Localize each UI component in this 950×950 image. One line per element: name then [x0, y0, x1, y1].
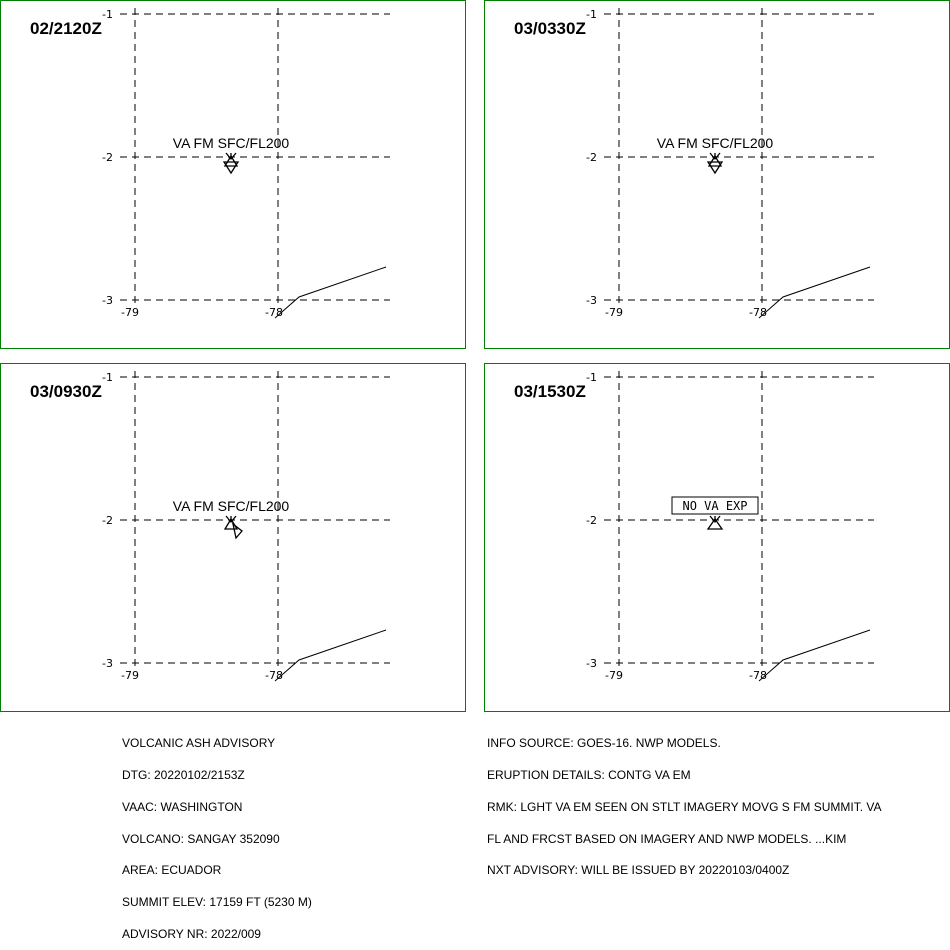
panel-time: 02/2120Z: [30, 19, 102, 38]
map-panel-1-canvas: -1 -2 -3 -79 -78 02/2120Z VA FM SFC/FL20…: [0, 0, 466, 349]
advisory-eruption-details: ERUPTION DETAILS: CONTG VA EM: [487, 767, 691, 782]
advisory-right-block: INFO SOURCE: GOES-16. NWP MODELS. ERUPTI…: [487, 717, 882, 887]
lat-label-1: -1: [586, 8, 597, 21]
map-panel-3: -1 -2 -3 -79 -78 03/0930Z VA FM SFC/FL20…: [0, 363, 466, 712]
advisory-vaac: VAAC: WASHINGTON: [122, 799, 243, 814]
lon-label-1: -79: [121, 669, 139, 682]
lon-label-2: -78: [265, 669, 283, 682]
panel-time: 03/0930Z: [30, 382, 102, 401]
advisory-number: ADVISORY NR: 2022/009: [122, 926, 261, 941]
lon-label-2: -78: [265, 306, 283, 319]
map-panel-1: -1 -2 -3 -79 -78 02/2120Z VA FM SFC/FL20…: [0, 0, 466, 349]
volcano-triangle-icon: [223, 154, 239, 167]
coastline: [758, 266, 871, 319]
map-panel-4-canvas: -1 -2 -3 -79 -78 03/1530Z NO VA EXP: [484, 363, 950, 712]
lon-label-2: -78: [749, 669, 767, 682]
lat-label-3: -3: [102, 294, 113, 307]
lon-label-1: -79: [605, 306, 623, 319]
advisory-remarks-1: RMK: LGHT VA EM SEEN ON STLT IMAGERY MOV…: [487, 799, 882, 814]
lat-label-2: -2: [586, 151, 597, 164]
advisory-left-block: VOLCANIC ASH ADVISORY DTG: 20220102/2153…: [122, 717, 312, 950]
no-ash-label-box: [671, 496, 759, 515]
panel-time: 03/1530Z: [514, 382, 586, 401]
panel-time: 03/0330Z: [514, 19, 586, 38]
ash-height-label: VA FM SFC/FL200: [173, 498, 290, 514]
no-ash-label: NO VA EXP: [682, 499, 747, 513]
lat-label-1: -1: [102, 371, 113, 384]
lat-label-3: -3: [586, 294, 597, 307]
lat-label-2: -2: [102, 151, 113, 164]
volcano-triangle-down-icon: [706, 161, 724, 175]
advisory-next: NXT ADVISORY: WILL BE ISSUED BY 20220103…: [487, 863, 790, 878]
lon-label-1: -79: [605, 669, 623, 682]
volcano-triangle-icon: [706, 517, 724, 530]
advisory-volcano: VOLCANO: SANGAY 352090: [122, 831, 280, 846]
ash-height-label: VA FM SFC/FL200: [173, 135, 290, 151]
map-panel-4: -1 -2 -3 -79 -78 03/1530Z NO VA EXP: [484, 363, 950, 712]
lat-label-2: -2: [586, 514, 597, 527]
advisory-summit-elev: SUMMIT ELEV: 17159 FT (5230 M): [122, 895, 312, 910]
lon-label-2: -78: [749, 306, 767, 319]
coastline: [758, 629, 871, 682]
volcano-triangle-right-icon: [231, 522, 243, 540]
lat-label-3: -3: [586, 657, 597, 670]
panel-frame: [0, 363, 466, 712]
lon-label-1: -79: [121, 306, 139, 319]
panel-frame: [484, 363, 950, 712]
ash-height-label: VA FM SFC/FL200: [657, 135, 774, 151]
advisory-title: VOLCANIC ASH ADVISORY: [122, 736, 276, 751]
lat-label-1: -1: [586, 371, 597, 384]
map-panel-3-canvas: -1 -2 -3 -79 -78 03/0930Z VA FM SFC/FL20…: [0, 363, 466, 712]
coastline: [274, 266, 387, 319]
advisory-info-source: INFO SOURCE: GOES-16. NWP MODELS.: [487, 736, 721, 751]
coastline: [274, 629, 387, 682]
panel-frame: [0, 0, 466, 349]
map-panel-2: -1 -2 -3 -79 -78 03/0330Z VA FM SFC/FL20…: [484, 0, 950, 349]
lat-label-2: -2: [102, 514, 113, 527]
volcano-triangle-icon: [707, 154, 723, 167]
advisory-area: AREA: ECUADOR: [122, 863, 222, 878]
panel-frame: [484, 0, 950, 349]
map-panel-2-canvas: -1 -2 -3 -79 -78 03/0330Z VA FM SFC/FL20…: [484, 0, 950, 349]
lat-label-3: -3: [102, 657, 113, 670]
advisory-dtg: DTG: 20220102/2153Z: [122, 767, 245, 782]
lat-label-1: -1: [102, 8, 113, 21]
volcano-triangle-down-icon: [222, 161, 240, 175]
advisory-remarks-2: FL AND FRCST BASED ON IMAGERY AND NWP MO…: [487, 831, 847, 846]
